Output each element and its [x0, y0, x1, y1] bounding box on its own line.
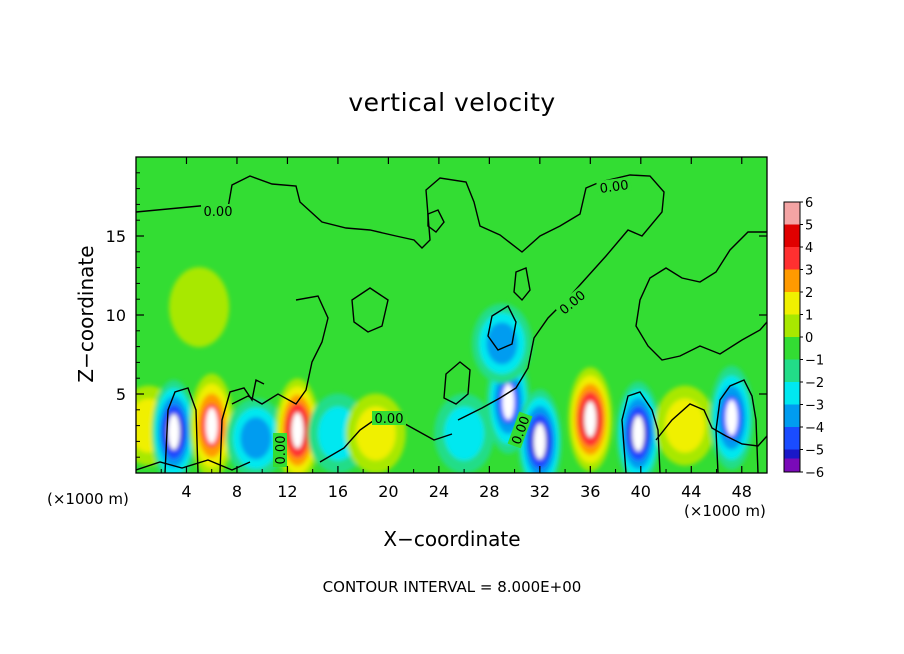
contour-label-backgrounds: [201, 176, 632, 467]
colorbar-label-4: 2: [805, 286, 813, 301]
contour-label-bg-5: [507, 411, 533, 449]
colorbar-label-11: −5: [805, 444, 824, 459]
zero-contour-column-2: [219, 378, 265, 473]
contour-label-0: 0.00: [204, 205, 233, 220]
colorbar-label-2: 4: [805, 241, 813, 256]
field-cell-8-core: [502, 383, 515, 420]
y-tick-label-10: 10: [106, 306, 126, 325]
zero-contour-island-2: [487, 304, 517, 351]
y-unit-label: (×1000 m): [47, 490, 129, 508]
colorbar-swatch-bottom: [784, 458, 800, 472]
field-cell-3-level-3: [240, 417, 272, 460]
colorbar-swatch-3: [784, 269, 800, 293]
x-tick-label-40: 40: [631, 482, 651, 501]
zero-contour-lower-right: [655, 403, 767, 447]
zero-contour-column-1: [164, 387, 199, 473]
colorbar-swatch-2: [784, 247, 800, 270]
contour-label-bg-3: [372, 411, 406, 425]
field-cell-10-core: [584, 401, 597, 438]
x-ticks: 4 8 12 16 20 24 28 32 36 40 44 48: [160, 157, 752, 501]
colorbar-label-1: 5: [805, 219, 813, 234]
colorbar-label-3: 3: [805, 264, 813, 279]
colorbar-swatch-4: [784, 292, 800, 315]
colorbar-swatch-10: [784, 427, 800, 450]
x-tick-label-8: 8: [232, 482, 242, 501]
zero-contour-island-1: [351, 287, 389, 333]
zero-contours: [136, 174, 767, 473]
colorbar-swatch-5: [784, 314, 800, 338]
x-tick-label-28: 28: [479, 482, 499, 501]
colorbar-swatch-0: [784, 202, 800, 225]
field-cell-9-core: [533, 423, 546, 460]
x-tick-label-48: 48: [732, 482, 752, 501]
field-cell-2-core: [205, 407, 218, 444]
field-cell-13-core: [725, 399, 738, 436]
colorbar-swatch-7: [784, 359, 800, 383]
y-tick-label-5: 5: [116, 385, 126, 404]
zero-contour-column-3: [621, 391, 661, 473]
contour-label-bg-2: [554, 285, 590, 319]
zero-contour-upper: [136, 174, 665, 421]
y-tick-label-15: 15: [106, 227, 126, 246]
colorbar-label-6: 0: [805, 331, 813, 346]
colorbar-label-0: 6: [805, 196, 813, 211]
zero-contour-right: [635, 231, 767, 361]
x-tick-label-24: 24: [429, 482, 449, 501]
chart-title: vertical velocity: [348, 88, 556, 117]
field-cell-11-core: [632, 415, 645, 452]
colorbar: 6 5 4 3 2 1 0 −1 −2 −3 −4 −5 −6: [783, 196, 824, 481]
colorbar-swatch-9: [784, 404, 800, 428]
x-tick-label-32: 32: [530, 482, 550, 501]
contour-label-1: 0.00: [599, 178, 630, 197]
zero-contour-mid: [231, 295, 329, 405]
colorbar-label-9: −3: [805, 399, 824, 414]
colorbar-label-5: 1: [805, 309, 813, 324]
x-tick-label-12: 12: [277, 482, 297, 501]
y-ticks: 5 10 15: [106, 172, 767, 458]
x-unit-label: (×1000 m): [684, 502, 766, 520]
contour-label-4: 0.00: [274, 436, 289, 465]
colorbar-swatch-1: [784, 224, 800, 248]
x-tick-label-16: 16: [328, 482, 348, 501]
contour-label-bg-4: [273, 433, 287, 467]
x-tick-label-44: 44: [681, 482, 701, 501]
zero-contour-island-3: [513, 267, 531, 302]
x-axis-label: X−coordinate: [383, 527, 521, 551]
colorbar-label-7: −1: [805, 354, 824, 369]
colorbar-swatch-6: [784, 337, 800, 360]
y-axis-label: Z−coordinate: [74, 245, 98, 383]
contour-label-3: 0.00: [375, 412, 404, 427]
x-tick-label-36: 36: [580, 482, 600, 501]
field-cell-12-level-2: [664, 398, 705, 453]
field-cell-1-core: [167, 413, 180, 450]
field-cell-4-core: [291, 412, 304, 449]
contour-label-bg-1: [596, 176, 632, 196]
contour-interval-note: CONTOUR INTERVAL = 8.000E+00: [322, 578, 582, 596]
field-cell-7-level-2: [444, 406, 485, 461]
contour-label-bg-0: [201, 204, 235, 218]
x-tick-label-20: 20: [378, 482, 398, 501]
colorbar-label-12: −6: [805, 466, 824, 481]
x-tick-label-4: 4: [181, 482, 191, 501]
colorbar-label-8: −2: [805, 376, 824, 391]
colorbar-swatch-8: [784, 382, 800, 405]
field-cell-15-level-3: [486, 322, 518, 365]
colorbar-label-10: −4: [805, 421, 824, 436]
zero-contour-column-4: [715, 379, 759, 473]
zero-contour-island-5: [443, 361, 471, 405]
zero-contour-island-4: [427, 209, 445, 233]
field-cell-14-level-1: [169, 267, 230, 348]
zero-contour-lower-left: [136, 459, 251, 471]
